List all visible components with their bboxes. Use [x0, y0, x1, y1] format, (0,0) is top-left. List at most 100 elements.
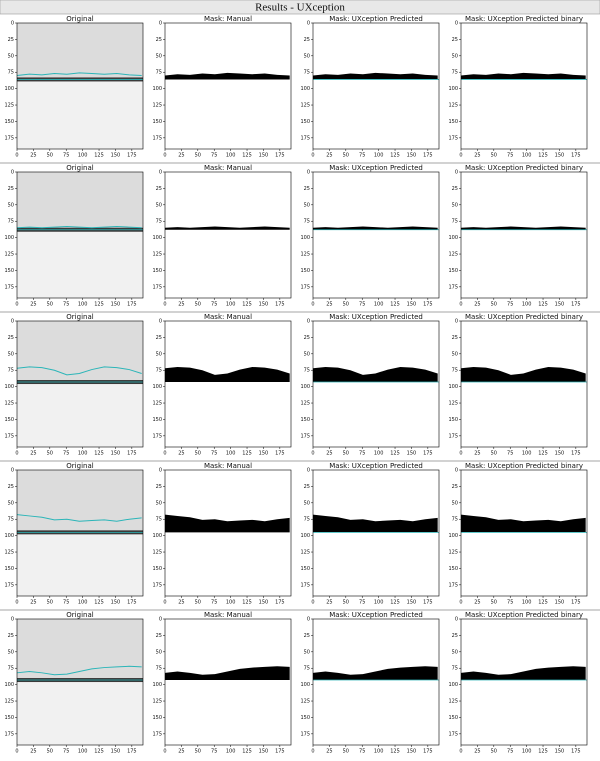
panel-frame: [164, 469, 292, 597]
y-tick-label: 100: [300, 533, 310, 539]
x-tick-label: 150: [259, 451, 269, 457]
mask: [313, 226, 438, 230]
panel-title: Mask: UXception Predicted binary: [465, 611, 583, 619]
y-tick-label: 175: [448, 135, 458, 141]
y-tick-label: 25: [304, 335, 310, 341]
panel: 0 25 50 75 100 125 150 175 0 25 50 75 100 125 150 175: [4, 170, 144, 308]
image-background: [165, 172, 291, 298]
x-tick-label: 50: [195, 749, 201, 755]
y-tick-label: 100: [152, 235, 162, 241]
x-tick-label: 25: [326, 451, 332, 457]
panel: 0 25 50 75 100 125 150 175 0 25 50 75 100 125 150 175: [300, 170, 440, 308]
y-tick-label: 50: [8, 53, 14, 59]
y-tick-label: 175: [4, 731, 14, 737]
x-tick-label: 100: [374, 302, 384, 308]
x-tick-label: 175: [571, 600, 581, 606]
y-tick-label: 75: [452, 368, 458, 374]
x-tick-label: 175: [571, 749, 581, 755]
y-tick-label: 75: [8, 70, 14, 76]
x-tick-label: 100: [374, 600, 384, 606]
x-tick-label: 50: [47, 153, 53, 159]
y-tick-label: 100: [300, 384, 310, 390]
y-tick-label: 50: [8, 351, 14, 357]
x-tick-label: 0: [459, 600, 462, 606]
x-tick-label: 25: [326, 749, 332, 755]
y-tick-label: 50: [452, 53, 458, 59]
image-background: [165, 321, 291, 447]
x-tick-label: 100: [522, 302, 532, 308]
x-tick-label: 75: [63, 600, 69, 606]
x-tick-label: 100: [522, 451, 532, 457]
x-tick-label: 100: [374, 153, 384, 159]
y-tick-label: 25: [452, 484, 458, 490]
x-tick-label: 125: [390, 451, 400, 457]
x-tick-label: 125: [94, 451, 104, 457]
y-tick-label: 175: [4, 284, 14, 290]
x-tick-label: 150: [111, 749, 121, 755]
panel-frame: [460, 618, 588, 746]
y-tick-label: 0: [455, 319, 458, 325]
panel-title: Mask: UXception Predicted: [329, 462, 423, 470]
x-tick-label: 75: [63, 153, 69, 159]
x-tick-label: 0: [459, 451, 462, 457]
y-tick-label: 0: [159, 319, 162, 325]
panel: 0 25 50 75 100 125 150 175 0 25 50 75 100 125 150 175: [300, 617, 440, 755]
y-tick-label: 125: [448, 103, 458, 109]
mask: [313, 72, 438, 80]
x-tick-label: 100: [226, 451, 236, 457]
y-tick-label: 150: [300, 715, 310, 721]
y-tick-label: 150: [448, 566, 458, 572]
x-tick-label: 50: [195, 451, 201, 457]
panel-frame: [16, 171, 144, 299]
y-tick-label: 75: [8, 368, 14, 374]
y-tick-label: 100: [152, 682, 162, 688]
x-tick-label: 75: [359, 153, 365, 159]
x-tick-label: 175: [275, 153, 285, 159]
image-upper: [17, 619, 143, 681]
y-tick-label: 75: [8, 666, 14, 672]
y-tick-label: 100: [4, 682, 14, 688]
mask: [461, 72, 586, 80]
y-tick-label: 100: [448, 682, 458, 688]
panel: 0 25 50 75 100 125 150 175 0 25 50 75 100 125 150 175: [300, 319, 440, 457]
y-tick-label: 125: [4, 252, 14, 258]
image-background: [461, 470, 587, 596]
x-tick-label: 25: [326, 302, 332, 308]
x-tick-label: 125: [538, 749, 548, 755]
x-tick-label: 50: [47, 749, 53, 755]
x-tick-label: 50: [195, 302, 201, 308]
x-tick-label: 150: [555, 749, 565, 755]
y-tick-label: 150: [300, 566, 310, 572]
x-tick-label: 175: [127, 153, 137, 159]
x-tick-label: 0: [15, 451, 18, 457]
x-tick-label: 50: [343, 302, 349, 308]
image-background: [313, 619, 439, 745]
x-tick-label: 25: [178, 451, 184, 457]
mask: [461, 666, 586, 681]
y-tick-label: 0: [455, 21, 458, 27]
x-tick-label: 0: [459, 153, 462, 159]
x-tick-label: 150: [407, 302, 417, 308]
panel-frame: [164, 22, 292, 150]
y-tick-label: 0: [307, 170, 310, 176]
y-tick-label: 175: [300, 582, 310, 588]
y-tick-label: 175: [448, 582, 458, 588]
panel: 0 25 50 75 100 125 150 175 0 25 50 75 100 125 150 175: [152, 468, 292, 606]
y-tick-label: 125: [300, 252, 310, 258]
panel-frame: [16, 320, 144, 448]
x-tick-label: 125: [390, 600, 400, 606]
y-tick-label: 75: [156, 219, 162, 225]
panel-frame: [16, 469, 144, 597]
image-background: [461, 172, 587, 298]
x-tick-label: 150: [555, 451, 565, 457]
y-tick-label: 25: [452, 186, 458, 192]
y-tick-label: 125: [152, 699, 162, 705]
panel-frame: [312, 469, 440, 597]
mask: [461, 514, 586, 533]
y-tick-label: 75: [452, 666, 458, 672]
x-tick-label: 100: [374, 749, 384, 755]
y-tick-label: 25: [304, 633, 310, 639]
x-tick-label: 125: [538, 451, 548, 457]
x-tick-label: 25: [178, 749, 184, 755]
panel: 0 25 50 75 100 125 150 175 0 25 50 75 100 125 150 175: [300, 468, 440, 606]
